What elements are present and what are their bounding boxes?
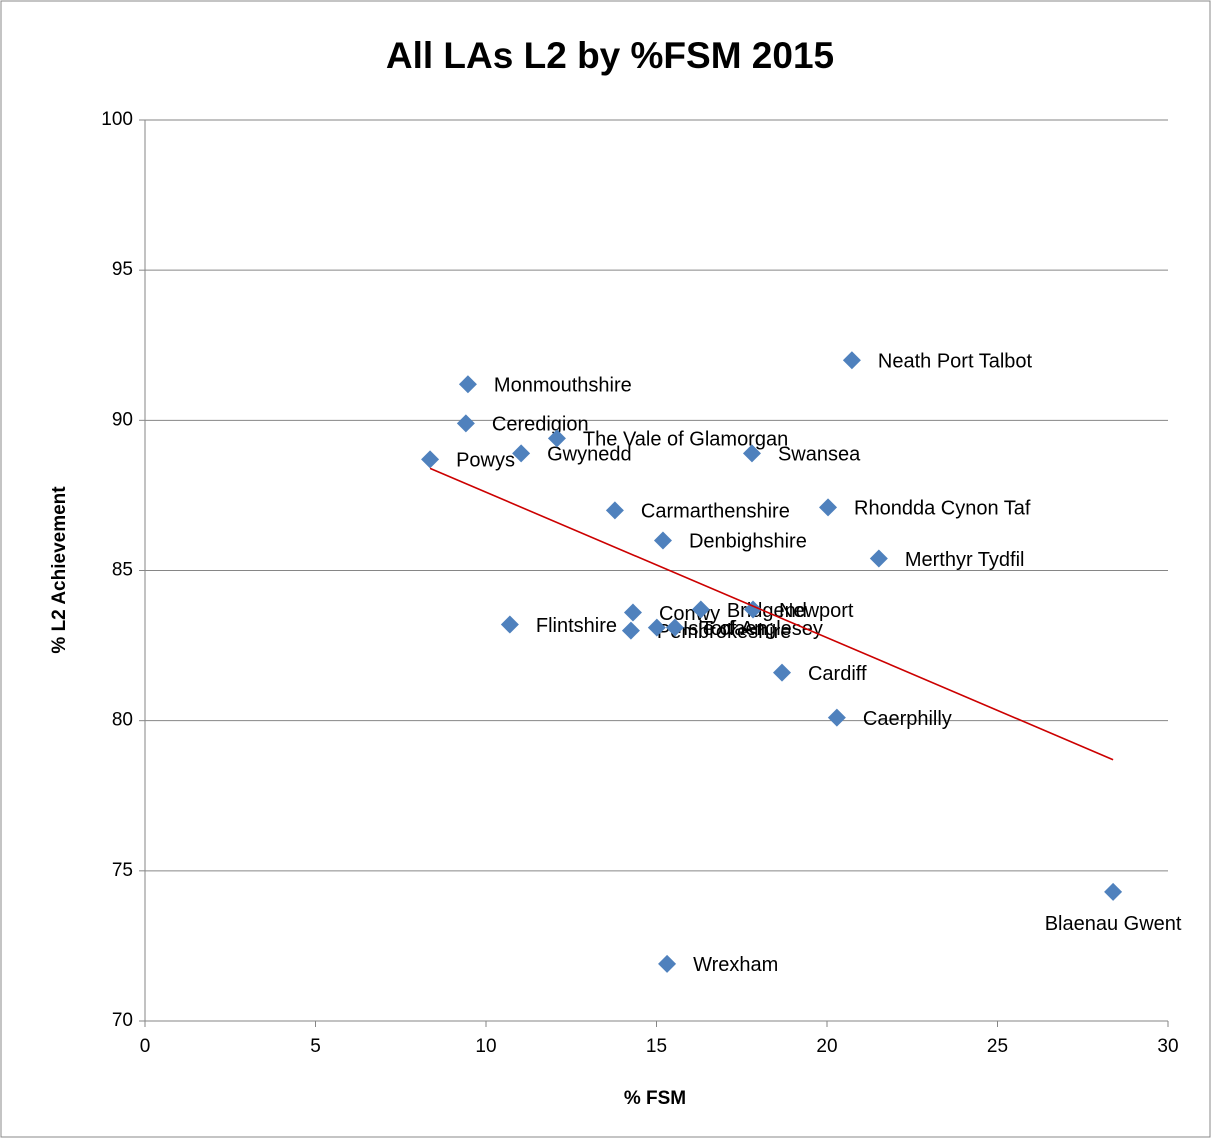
y-tick-label: 85 [112,560,133,581]
point [653,531,672,550]
point [623,603,642,622]
x-tick-label: 15 [646,1036,667,1057]
point-label: Wrexham [693,954,778,976]
point-label: Caerphilly [863,708,952,730]
point-label: Ceredigion [492,414,589,436]
y-axis-label: % L2 Achievement [49,486,70,654]
point-label: Merthyr Tydfil [905,549,1025,571]
point [665,618,684,637]
point [605,501,624,520]
point-label: Blaenau Gwent [1045,913,1182,935]
y-tick-label: 100 [101,109,133,130]
point-label: Gwynedd [547,444,632,466]
y-tick-label: 75 [112,860,133,881]
point-label: Flintshire [536,615,617,637]
point [842,351,861,370]
point [691,600,710,619]
point-label: Swansea [778,444,861,466]
x-tick-label: 10 [475,1036,496,1057]
point [500,615,519,634]
x-tick-label: 25 [987,1036,1008,1057]
point [772,663,791,682]
point-label: Newport [779,600,854,622]
point [658,954,677,973]
point-label: Monmouthshire [494,375,632,397]
point-label: Cardiff [808,663,867,685]
y-tick-label: 80 [112,710,133,731]
y-tick-label: 70 [112,1010,133,1031]
point [742,444,761,463]
chart-title: All LAs L2 by %FSM 2015 [386,35,834,76]
point [827,708,846,727]
point-label: Bridgend [727,600,807,622]
x-axis-label: % FSM [624,1088,686,1109]
point [512,444,531,463]
trendline [429,467,1114,761]
x-tick-label: 0 [140,1036,151,1057]
point [458,375,477,394]
point [456,414,475,433]
point [869,549,888,568]
point [421,450,440,469]
point [1104,882,1123,901]
point-label: Neath Port Talbot [878,351,1033,373]
point-label: Denbighshire [689,531,807,553]
x-tick-label: 5 [310,1036,321,1057]
y-tick-label: 95 [112,259,133,280]
x-tick-label: 20 [816,1036,837,1057]
point-label: Pembrokeshire [657,621,792,643]
point [621,621,640,640]
point-label: Powys [456,450,515,472]
point-label: Torfaen [701,618,768,640]
point [547,429,566,448]
point-label: Isle of Anglesey [683,618,823,640]
point [647,618,666,637]
point-label: The Vale of Glamorgan [583,429,788,451]
y-tick-label: 90 [112,409,133,430]
point-label: Rhondda Cynon Taf [854,498,1031,520]
point [819,498,838,517]
x-tick-label: 30 [1157,1036,1178,1057]
point-label: Carmarthenshire [641,501,790,523]
